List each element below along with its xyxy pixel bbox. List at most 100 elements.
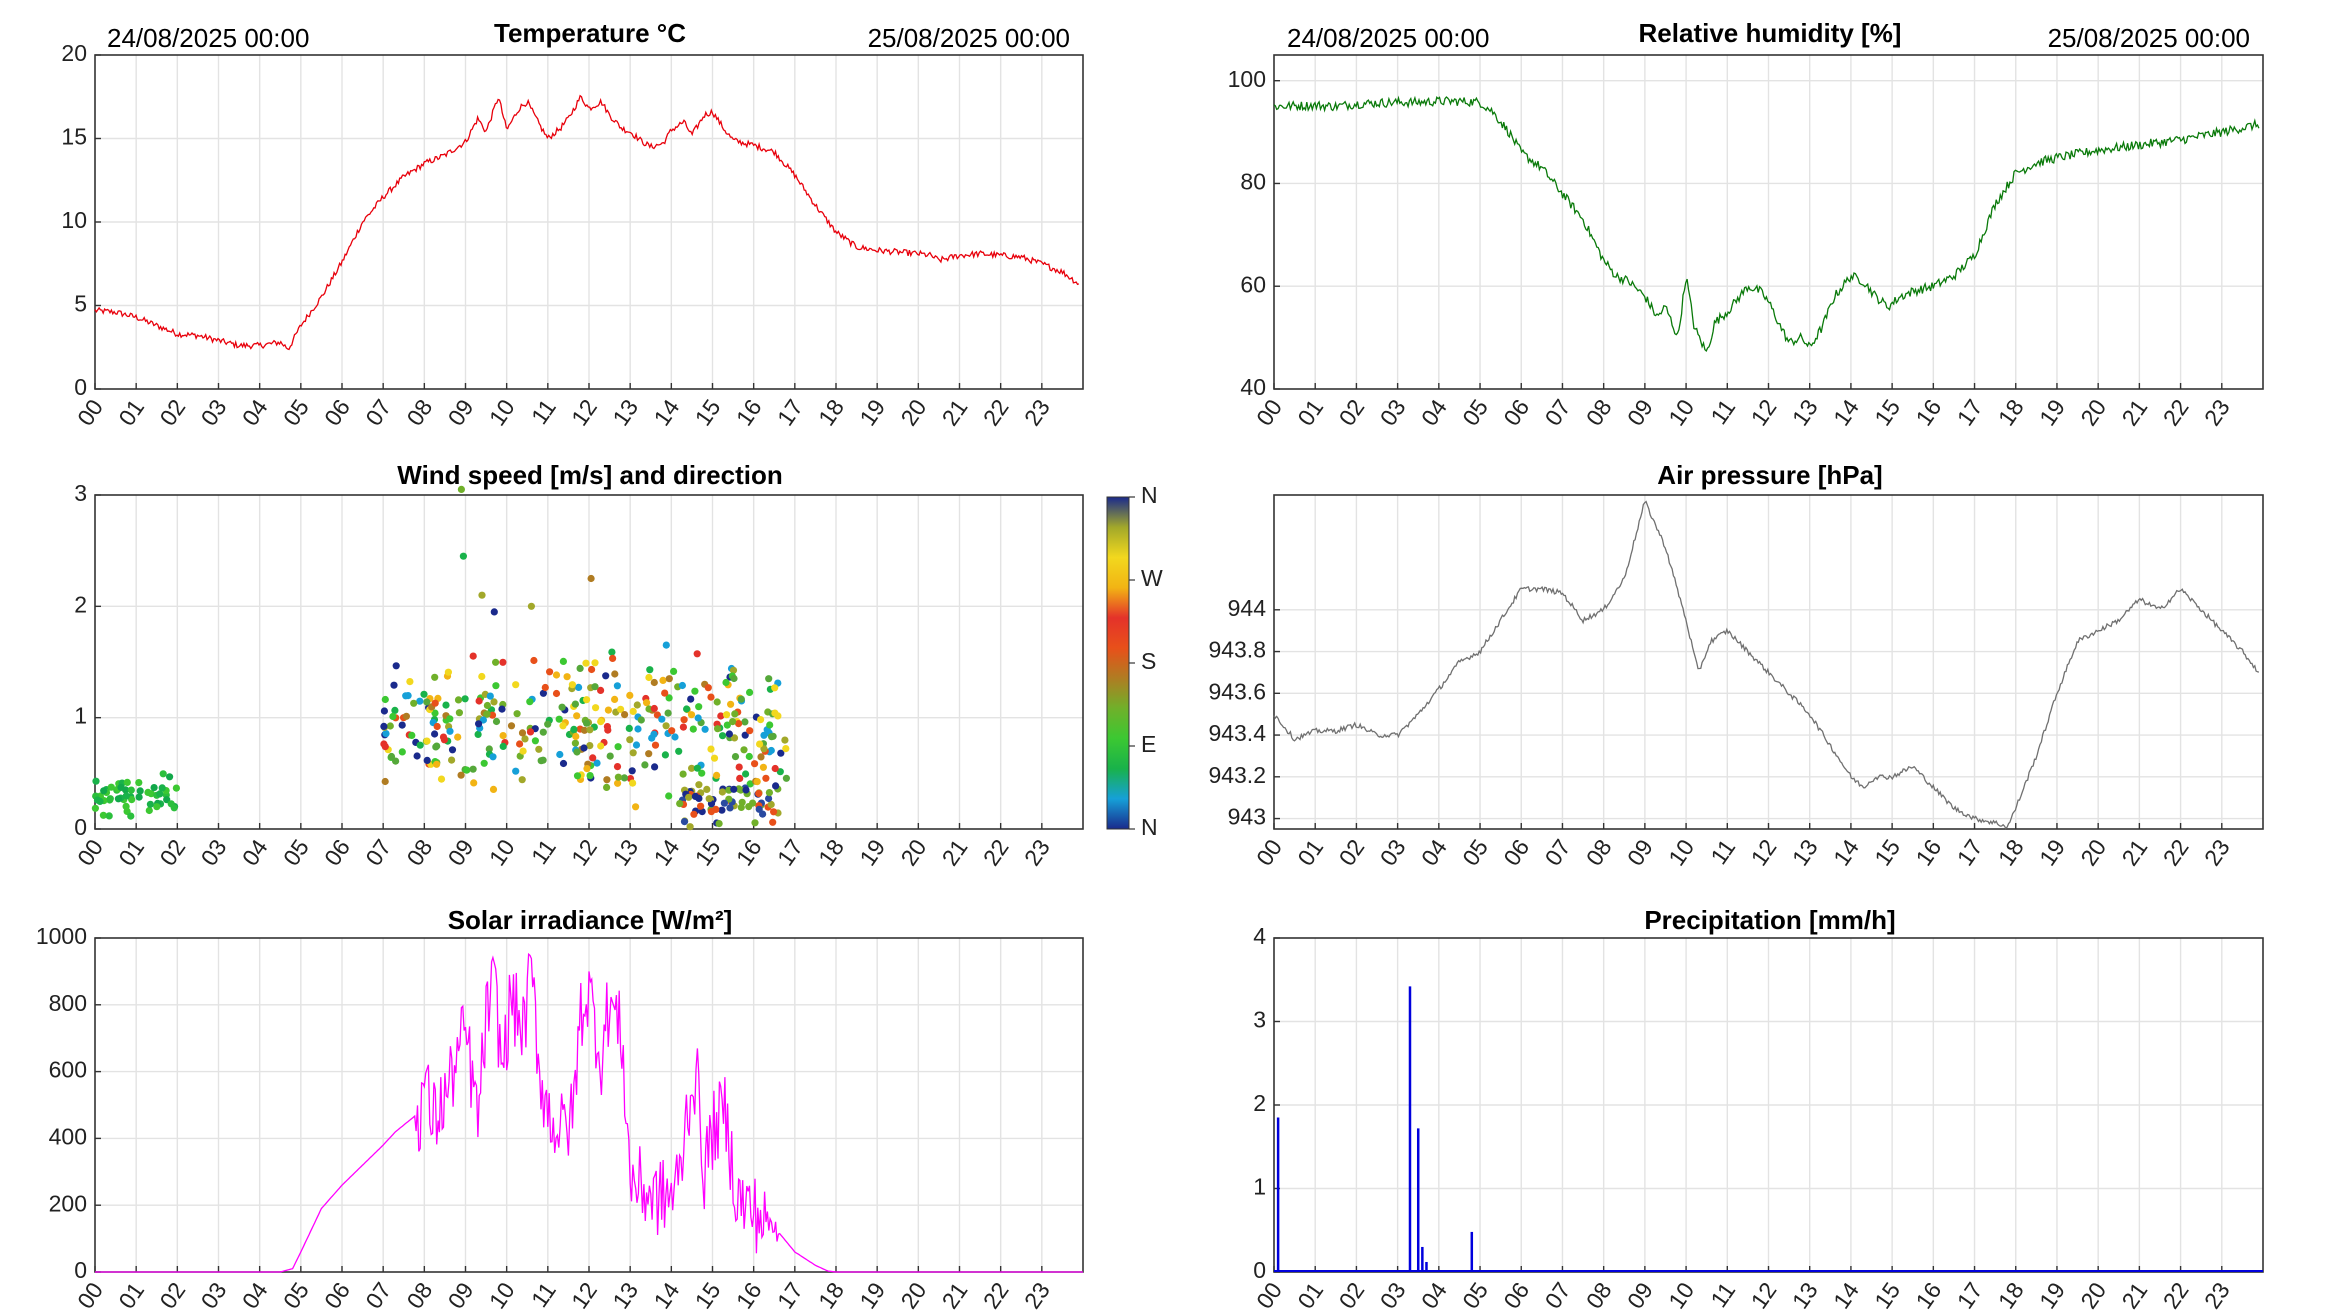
wind-point bbox=[127, 812, 135, 820]
wind-point bbox=[539, 689, 548, 697]
wind-point bbox=[526, 698, 534, 706]
wind-point bbox=[531, 737, 540, 745]
wind-point bbox=[614, 779, 622, 787]
wind-point bbox=[485, 745, 493, 753]
solar-xtick-label: 02 bbox=[154, 1277, 190, 1313]
wind-point bbox=[575, 683, 583, 692]
wind-ytick-label: 2 bbox=[74, 591, 87, 617]
wind-point bbox=[757, 753, 765, 761]
humidity-xtick-label: 01 bbox=[1292, 394, 1328, 430]
wind-point bbox=[387, 752, 396, 761]
wind-point bbox=[576, 664, 584, 673]
wind-point bbox=[606, 752, 614, 760]
wind-xtick-label: 09 bbox=[443, 834, 479, 870]
wind-point bbox=[765, 794, 773, 803]
wind-point bbox=[392, 757, 400, 765]
wind-point bbox=[727, 700, 735, 708]
solar-chart: 00 01 02 03 04 05 06 07 08 09 10 11 12 13 14 15 16 17 18 19… bbox=[36, 923, 1084, 1313]
humidity-start-date: 24/08/2025 00:00 bbox=[1287, 23, 1489, 53]
wind-axes bbox=[94, 494, 1084, 830]
wind-point bbox=[760, 731, 768, 739]
temperature-title: Temperature °C bbox=[494, 18, 686, 48]
pressure-xtick-label: 21 bbox=[2116, 834, 2152, 870]
wind-point bbox=[604, 726, 612, 734]
wind-point bbox=[107, 783, 115, 791]
wind-point bbox=[448, 756, 456, 764]
wind-point bbox=[382, 730, 390, 738]
wind-point bbox=[144, 788, 152, 797]
wind-point bbox=[694, 714, 702, 722]
wind-point bbox=[433, 760, 441, 768]
solar-xtick-label: 09 bbox=[443, 1277, 479, 1313]
wind-point bbox=[715, 820, 723, 828]
solar-xtick-label: 04 bbox=[237, 1277, 273, 1313]
wind-point bbox=[697, 802, 705, 810]
wind-point bbox=[100, 787, 108, 795]
wind-xtick-label: 03 bbox=[196, 834, 232, 870]
pressure-xtick-label: 17 bbox=[1952, 834, 1988, 870]
humidity-chart: 00 01 02 03 04 05 06 07 08 09 10 11 12 13 14 15 16 17 18 19… bbox=[1228, 54, 2264, 430]
wind-point bbox=[389, 712, 397, 721]
wind-point bbox=[516, 740, 524, 748]
wind-point bbox=[741, 731, 749, 739]
pressure-xtick-label: 14 bbox=[1828, 834, 1864, 870]
wind-point bbox=[463, 766, 471, 774]
wind-point bbox=[457, 771, 465, 779]
wind-point bbox=[717, 712, 725, 720]
wind-point bbox=[650, 704, 658, 713]
humidity-series-line bbox=[1273, 95, 2260, 352]
temperature-xtick-label: 21 bbox=[937, 394, 973, 430]
precipitation-xtick-label: 01 bbox=[1292, 1277, 1328, 1313]
wind-point bbox=[643, 699, 651, 707]
solar-xtick-label: 20 bbox=[895, 1277, 931, 1313]
pressure-ytick-label: 943.8 bbox=[1208, 637, 1266, 663]
precipitation-ytick-label: 1 bbox=[1253, 1174, 1266, 1200]
wind-point bbox=[135, 779, 143, 787]
wind-point bbox=[568, 681, 577, 689]
precipitation-ytick-label: 4 bbox=[1253, 923, 1266, 949]
temperature-chart: 00 01 02 03 04 05 06 07 08 09 10 11 12 13 14 15 16 17 18 19… bbox=[61, 40, 1084, 430]
wind-point bbox=[781, 736, 789, 744]
wind-xtick-label: 22 bbox=[978, 834, 1014, 870]
wind-point bbox=[613, 682, 622, 690]
wind-point bbox=[614, 743, 622, 751]
humidity-xtick-label: 06 bbox=[1498, 394, 1534, 430]
wind-point bbox=[571, 739, 580, 747]
wind-point bbox=[679, 770, 687, 778]
wind-point bbox=[723, 711, 731, 719]
wind-point bbox=[767, 800, 775, 809]
wind-point bbox=[712, 805, 720, 814]
wind-point bbox=[586, 772, 594, 780]
wind-point bbox=[156, 790, 164, 798]
wind-point bbox=[479, 716, 487, 724]
wind-point bbox=[123, 778, 131, 787]
wind-point bbox=[431, 730, 439, 738]
wind-point bbox=[713, 698, 721, 706]
wind-point bbox=[454, 696, 463, 704]
wind-xtick-label: 19 bbox=[854, 834, 890, 870]
solar-xtick-label: 16 bbox=[731, 1277, 767, 1313]
wind-point bbox=[106, 795, 114, 803]
wind-point bbox=[729, 666, 738, 674]
wind-point bbox=[608, 648, 616, 656]
wind-point bbox=[695, 781, 703, 789]
pressure-xtick-label: 05 bbox=[1457, 834, 1493, 870]
wind-point bbox=[689, 725, 697, 733]
solar-ytick-label: 1000 bbox=[36, 923, 87, 949]
pressure-xtick-label: 06 bbox=[1498, 834, 1534, 870]
wind-point bbox=[769, 818, 777, 826]
wind-point bbox=[535, 745, 543, 753]
wind-point bbox=[691, 687, 699, 695]
wind-point bbox=[675, 747, 683, 755]
wind-point bbox=[597, 742, 605, 750]
precipitation-xtick-label: 23 bbox=[2199, 1277, 2235, 1313]
wind-point bbox=[731, 753, 740, 761]
wind-point bbox=[756, 740, 764, 748]
temperature-xtick-label: 03 bbox=[196, 394, 232, 430]
wind-point bbox=[423, 737, 431, 745]
wind-point bbox=[650, 678, 658, 687]
pressure-xtick-label: 00 bbox=[1251, 834, 1287, 870]
wind-point bbox=[587, 574, 595, 583]
humidity-xtick-label: 13 bbox=[1787, 394, 1823, 430]
